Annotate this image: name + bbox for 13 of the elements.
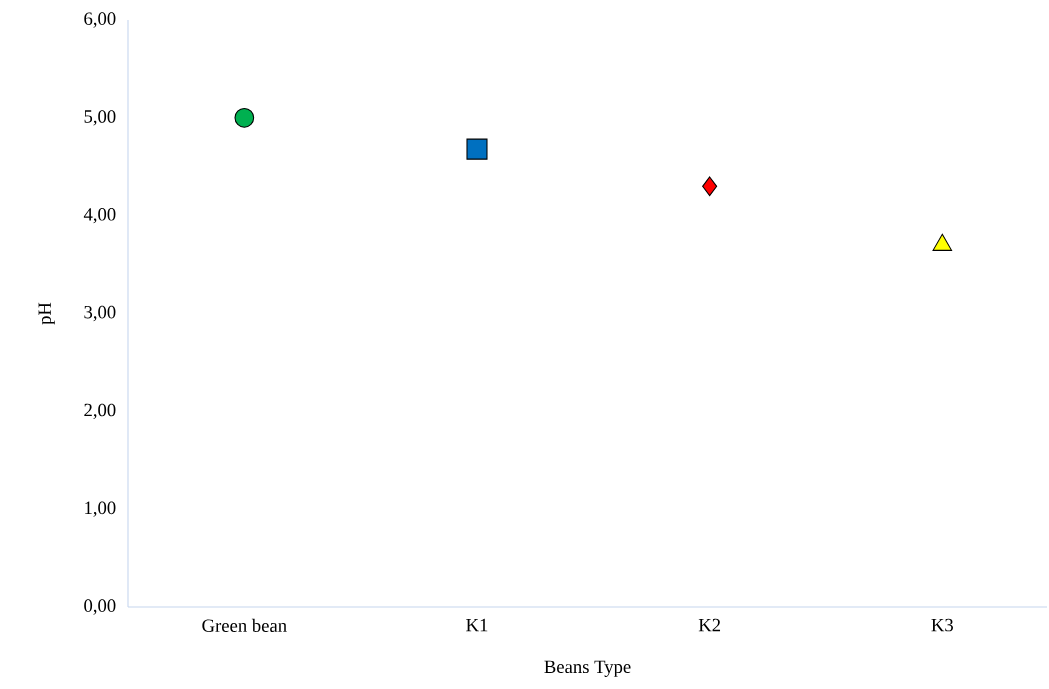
x-tick-label: K2	[698, 618, 721, 632]
y-axis-title: pH	[38, 302, 55, 325]
x-tick-label: K3	[931, 618, 953, 632]
y-tick-label: 0,00	[84, 599, 116, 615]
y-tick-label: 1,00	[85, 501, 116, 517]
x-tick-label: K1	[466, 618, 488, 632]
y-tick-label: 4,00	[83, 208, 116, 224]
y-tick-label: 3,00	[84, 305, 116, 322]
x-tick-label: Green bean	[202, 618, 287, 632]
y-tick-label: 2,00	[84, 403, 116, 419]
y-tick-label: 5,00	[84, 110, 116, 126]
y-tick-label: 6,00	[84, 12, 116, 28]
x-axis-title: Beans Type	[544, 660, 631, 677]
